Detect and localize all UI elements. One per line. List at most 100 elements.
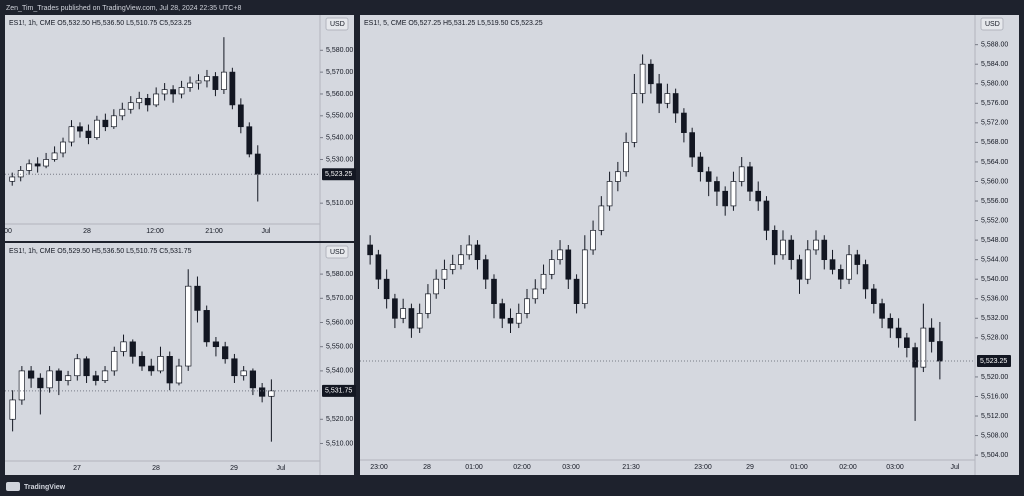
chart-panel	[5, 243, 354, 475]
candle-body	[92, 375, 99, 381]
y-tick-label: 5,550.00	[326, 113, 353, 120]
y-tick-label: 5,536.00	[981, 296, 1008, 303]
candle-body	[664, 93, 671, 104]
candle-body	[780, 239, 786, 256]
candle-body	[64, 375, 72, 381]
candle-body	[738, 166, 745, 182]
candle-body	[17, 170, 24, 178]
candle-body	[937, 341, 943, 362]
y-tick-label: 5,580.00	[326, 271, 353, 278]
candle-body	[212, 76, 219, 90]
currency: USD	[985, 21, 1000, 28]
candle-body	[648, 63, 654, 85]
y-tick-label: 5,504.00	[981, 452, 1008, 459]
candle-body	[138, 356, 146, 367]
candle-body	[714, 181, 720, 192]
candle-body	[94, 119, 100, 138]
y-tick-label: 5,560.00	[326, 91, 353, 98]
logo-icon	[6, 482, 20, 491]
candle-body	[482, 259, 489, 280]
candle-body	[408, 308, 415, 329]
candle-body	[598, 205, 605, 231]
x-tick-label: 23:00	[370, 464, 388, 471]
candle-body	[212, 341, 220, 348]
candle-body	[862, 264, 869, 290]
candle-body	[788, 239, 795, 261]
candle-body	[441, 269, 448, 280]
x-tick-label: 23:00	[694, 464, 712, 471]
candle-body	[157, 356, 164, 372]
last-price-box	[322, 384, 356, 397]
y-tick-label: 5,552.00	[981, 217, 1008, 224]
candle-body	[178, 87, 185, 95]
candle-body	[829, 259, 836, 270]
candle-body	[565, 249, 572, 280]
candle-body	[887, 317, 894, 329]
y-tick-label: 5,540.00	[326, 134, 353, 141]
candle-body	[821, 239, 828, 261]
candle-body	[367, 244, 373, 256]
candle-body	[672, 93, 679, 114]
candle-body	[170, 89, 176, 95]
candle-body	[148, 365, 155, 372]
candle-body	[425, 293, 431, 314]
candle-body	[928, 327, 935, 342]
candle-body	[920, 327, 927, 368]
candle-body	[237, 104, 244, 128]
currency-box	[325, 245, 349, 259]
last-price-label: 5,531.75	[325, 388, 352, 395]
candle-body	[689, 132, 695, 158]
y-tick-label: 5,576.00	[981, 100, 1008, 107]
candle-body	[102, 119, 109, 128]
candle-body	[681, 112, 687, 133]
candle-body	[110, 115, 117, 128]
candle-body	[532, 288, 539, 300]
candle-body	[27, 370, 35, 379]
x-tick-label: 02:00	[839, 464, 857, 471]
publisher-line: Zen_Tim_Trades published on TradingView.…	[6, 5, 241, 12]
candle-body	[60, 141, 66, 154]
y-tick-label: 5,560.00	[326, 319, 353, 326]
currency-box	[325, 17, 349, 31]
candle-body	[392, 298, 398, 319]
candle-body	[895, 327, 902, 339]
y-tick-label: 5,550.00	[326, 344, 353, 351]
candle-body	[870, 288, 877, 304]
x-tick-label: 21:00	[205, 228, 223, 235]
candle-body	[548, 259, 555, 275]
y-tick-label: 5,540.00	[326, 368, 353, 375]
candle-body	[187, 82, 193, 88]
symbol-info: ES1!, 1h, CME O5,532.50 H5,536.50 L5,510…	[9, 20, 192, 27]
candle-body	[55, 370, 62, 381]
candle-body	[747, 166, 753, 192]
candle-body	[127, 102, 134, 110]
currency: USD	[330, 249, 345, 256]
candle-body	[268, 390, 275, 397]
candle-body	[26, 163, 33, 171]
x-tick-label: Jul	[262, 228, 271, 235]
candle-body	[631, 93, 638, 143]
candle-body	[68, 126, 75, 143]
candle-body	[623, 142, 629, 173]
candle-body	[144, 97, 151, 106]
candle-body	[854, 254, 861, 265]
y-tick-label: 5,556.00	[981, 198, 1008, 205]
candle-body	[813, 239, 819, 251]
candle-body	[449, 264, 456, 270]
y-tick-label: 5,508.00	[981, 432, 1008, 439]
y-tick-label: 5,548.00	[981, 237, 1008, 244]
candle-body	[573, 278, 580, 304]
y-tick-label: 5,572.00	[981, 120, 1008, 127]
candle-body	[43, 159, 49, 167]
last-price-box	[322, 168, 356, 181]
candle-body	[383, 278, 390, 300]
candle-body	[18, 370, 25, 401]
candle-body	[904, 337, 910, 348]
candle-body	[129, 341, 136, 357]
candle-body	[755, 190, 762, 202]
candle-body	[540, 273, 547, 290]
candle-body	[101, 370, 109, 381]
candle-body	[34, 163, 41, 167]
candle-body	[231, 358, 238, 377]
